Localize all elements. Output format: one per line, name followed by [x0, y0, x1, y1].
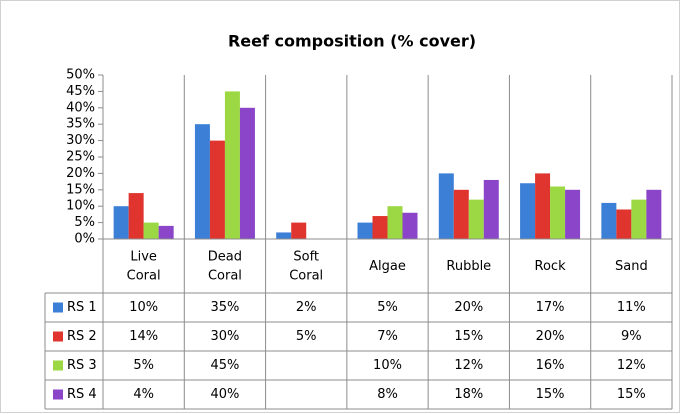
- table-cell: 14%: [129, 329, 158, 344]
- bar: [646, 189, 662, 239]
- table-cell: 15%: [536, 387, 565, 402]
- y-tick-label: 20%: [66, 166, 95, 181]
- table-cell: 30%: [210, 329, 239, 344]
- y-tick-label: 5%: [74, 215, 95, 230]
- bar: [468, 199, 484, 239]
- table-cell: 4%: [133, 387, 154, 402]
- table-cell: 12%: [454, 358, 483, 373]
- legend-swatch: [53, 389, 63, 400]
- bar: [453, 189, 469, 239]
- y-tick-label: 10%: [66, 199, 95, 214]
- table-cell: 10%: [373, 358, 402, 373]
- bar: [438, 173, 454, 239]
- y-tick-label: 0%: [74, 232, 95, 247]
- x-tick-label: Sand: [615, 259, 648, 274]
- bar: [535, 173, 551, 239]
- table-cell: 11%: [617, 300, 646, 315]
- table-cell: 35%: [210, 300, 239, 315]
- table-cell: 17%: [536, 300, 565, 315]
- bar: [402, 212, 418, 239]
- legend-label: RS 1: [67, 300, 97, 315]
- y-tick-label: 25%: [66, 150, 95, 165]
- table-cell: 45%: [210, 358, 239, 373]
- table-cell: 9%: [621, 329, 642, 344]
- bar: [601, 202, 617, 239]
- bar: [550, 186, 566, 239]
- bar: [291, 222, 307, 239]
- table-cell: 12%: [617, 358, 646, 373]
- table-cell: 15%: [454, 329, 483, 344]
- x-tick-label: Rock: [535, 259, 567, 274]
- table-cell: 7%: [377, 329, 398, 344]
- y-tick-label: 30%: [66, 133, 95, 148]
- bar: [224, 91, 240, 240]
- table-cell: 15%: [617, 387, 646, 402]
- chart-title: Reef composition (% cover): [228, 32, 476, 51]
- legend-label: RS 3: [67, 358, 97, 373]
- bar: [372, 216, 388, 239]
- bar: [209, 140, 225, 239]
- bar: [143, 222, 159, 239]
- table-cell: 2%: [296, 300, 317, 315]
- table-cell: 5%: [133, 358, 154, 373]
- table-cell: 10%: [129, 300, 158, 315]
- y-tick-label: 35%: [66, 117, 95, 132]
- bar: [520, 183, 536, 239]
- bar: [276, 232, 292, 239]
- bar: [387, 206, 403, 239]
- table-cell: 5%: [296, 329, 317, 344]
- table-cell: 8%: [377, 387, 398, 402]
- legend-swatch: [53, 302, 63, 313]
- table-cell: 20%: [536, 329, 565, 344]
- bar: [194, 124, 210, 239]
- bar: [483, 179, 499, 239]
- x-tick-label: Dead Coral: [208, 249, 242, 283]
- legend-swatch: [53, 360, 63, 371]
- x-tick-label: Rubble: [446, 259, 491, 274]
- bar: [113, 206, 129, 239]
- table-cell: 18%: [454, 387, 483, 402]
- bar: [357, 222, 373, 239]
- x-tick-label: Algae: [369, 259, 406, 274]
- y-tick-label: 15%: [66, 182, 95, 197]
- y-tick-label: 40%: [66, 100, 95, 115]
- table-cell: 40%: [210, 387, 239, 402]
- x-tick-label: Soft Coral: [289, 249, 323, 283]
- table-cell: 5%: [377, 300, 398, 315]
- table-cell: 16%: [536, 358, 565, 373]
- bar: [631, 199, 647, 239]
- legend-label: RS 4: [67, 387, 97, 402]
- bar: [565, 189, 581, 239]
- x-tick-label: Live Coral: [127, 249, 161, 283]
- bar: [158, 225, 174, 239]
- y-tick-label: 45%: [66, 84, 95, 99]
- legend-label: RS 2: [67, 329, 97, 344]
- y-tick-label: 50%: [66, 68, 95, 83]
- legend-swatch: [53, 331, 63, 342]
- bar: [616, 209, 632, 239]
- bar: [128, 193, 144, 239]
- table-cell: 20%: [454, 300, 483, 315]
- bar: [239, 107, 255, 239]
